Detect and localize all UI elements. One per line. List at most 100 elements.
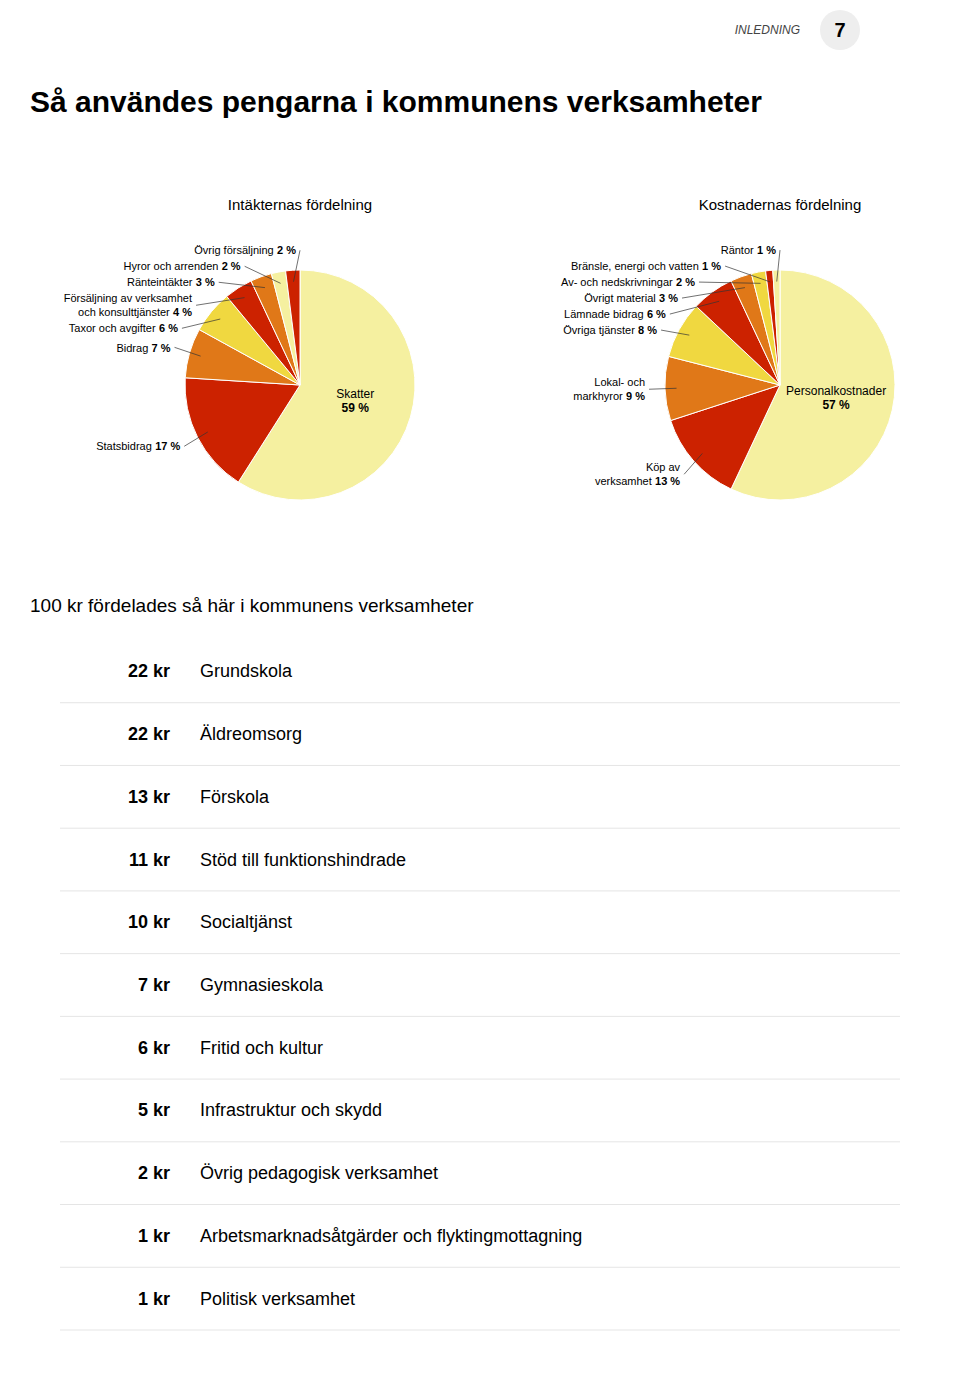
slice-label-category: Räntor — [721, 244, 754, 256]
row-rule — [60, 1141, 900, 1142]
slice-label-category: och konsulttjänster — [78, 306, 170, 318]
amount: 5 kr — [138, 1100, 170, 1120]
slice-label: Av- och nedskrivningar2 % — [561, 276, 695, 288]
table-row: 11 kr Stöd till funktionshindrade — [60, 850, 900, 891]
item-label: Förskola — [200, 787, 270, 807]
slice-label-value: 13 % — [655, 475, 680, 487]
table-row: 6 krFritid och kultur — [60, 1038, 900, 1079]
slice-label-category: verksamhet — [595, 475, 652, 487]
slice-label-category: Övrig försäljning — [194, 244, 273, 256]
item-label: Stöd till funktionshindrade — [200, 850, 406, 870]
slice-label: Räntor1 % — [721, 244, 777, 256]
slice-label-category: Av- och nedskrivningar — [561, 276, 673, 288]
table-title: 100 kr fördelades så här i kommunens ver… — [30, 595, 474, 616]
row-rule — [60, 1267, 900, 1268]
slice — [766, 270, 780, 385]
slice-labels: Skatter59 % Övrig försäljning 2 %Hyror och… — [64, 244, 375, 452]
amount: 13 kr — [128, 787, 170, 807]
slice-label-category: Hyror och arrenden — [124, 260, 219, 272]
slice-label: Övriga tjänster8 % — [563, 324, 657, 336]
item-label: Äldreomsorg — [200, 724, 302, 744]
table-row: 13 kr Förskola — [60, 787, 900, 828]
slice-label: Taxor och avgifter6 % — [69, 322, 178, 334]
slice-label-category: Bidrag — [116, 342, 148, 354]
slice — [271, 271, 300, 385]
item-label: Socialtjänst — [200, 912, 292, 932]
slice-label-value: 2 % — [222, 260, 241, 272]
slices — [665, 270, 895, 500]
leader-line — [219, 282, 265, 287]
slice-label-category: Personalkostnader — [786, 384, 886, 398]
slice-label-category: Taxor och avgifter — [69, 322, 156, 334]
slice-label-value: 1 % — [757, 244, 776, 256]
item-label: Grundskola — [200, 661, 293, 681]
slice-label: Lokal- ochmarkhyror9 % — [573, 376, 645, 402]
table-row: 1 krArbetsmarknadsåtgärder och flyktingm… — [60, 1226, 900, 1267]
amount: 7 kr — [138, 975, 170, 995]
slice-label-value: 57 % — [822, 398, 850, 412]
row-rule — [60, 1016, 900, 1017]
slice-label-category: markhyror — [573, 390, 623, 402]
pie-title: Intäkternas fördelning — [228, 196, 372, 213]
row-rule — [60, 1079, 900, 1080]
slice-label-category: Statsbidrag — [96, 440, 152, 452]
leader-line — [245, 266, 281, 283]
slice-label-value: 6 % — [647, 308, 666, 320]
leader-line — [699, 282, 761, 283]
slice-label: Köp avverksamhet13 % — [595, 461, 681, 487]
amount: 2 kr — [138, 1163, 170, 1183]
slices — [185, 270, 415, 500]
slice — [185, 378, 300, 482]
row-rule — [60, 828, 900, 829]
slice-labels: Personalkostnader57 %Räntor1 %Bränsle, e… — [561, 244, 886, 487]
leader-line — [649, 388, 676, 390]
title: Så användes pengarna i kommunens verksam… — [30, 85, 762, 118]
amount: 11 kr — [129, 850, 170, 870]
slice-label-category: Övriga tjänster — [563, 324, 635, 336]
amount: 1 kr — [138, 1289, 170, 1309]
slice-label-value: 8 % — [638, 324, 657, 336]
item-label: Politisk verksamhet — [200, 1289, 355, 1309]
slice-label: Bidrag 7 % — [116, 342, 170, 354]
header-number: 7 — [834, 19, 845, 41]
table-row: 2 kr Övrig pedagogisk verksamhet — [60, 1163, 900, 1204]
pie-chart: Intäkternas fördelning Skatter59 % Övrig f… — [64, 196, 415, 500]
item-label: Fritid och kultur — [200, 1038, 323, 1058]
slice-label: Lämnade bidrag6 % — [564, 308, 666, 320]
slice-label-category: Övrigt material — [584, 292, 656, 304]
slice-label-category: Lokal- och — [594, 376, 645, 388]
leader-line — [682, 288, 745, 298]
item-label: Gymnasieskola — [200, 975, 324, 995]
slice-label-category: Skatter — [336, 387, 374, 401]
leader-line — [777, 250, 780, 281]
slice — [286, 270, 300, 385]
slice-label: Övrigt material3 % — [584, 292, 678, 304]
table-row: 22 krÄldreomsorg — [60, 724, 900, 765]
item-label: Övrig pedagogisk verksamhet — [200, 1163, 438, 1183]
amount: 10 kr — [128, 912, 170, 932]
slice — [773, 270, 780, 385]
leader-line — [175, 347, 201, 356]
amount: 22 kr — [128, 661, 170, 681]
slice-label: Personalkostnader57 % — [786, 384, 886, 412]
slice-label-category: Ränteintäkter — [127, 276, 193, 288]
slice-label: Hyror och arrenden2 % — [124, 260, 241, 272]
slice-label-value: 6 % — [159, 322, 178, 334]
row-rule — [60, 1204, 900, 1205]
slice-label: Försäljning av verksamhetoch konsulttjän… — [64, 292, 193, 318]
leader-line — [196, 298, 244, 306]
slice-label-value: 2 % — [676, 276, 695, 288]
table-row: 1 kr Politisk verksamhet — [60, 1289, 900, 1330]
slice-label-value: 1 % — [702, 260, 721, 272]
slice-label-value: 17 % — [155, 440, 180, 452]
slice-label-value: 3 % — [659, 292, 678, 304]
slice-label-category: Bränsle, energi och vatten — [571, 260, 699, 272]
slice-label: Skatter59 % — [336, 387, 374, 415]
table-row: 10 kr Socialtjänst — [60, 912, 900, 953]
row-rule — [60, 702, 900, 703]
row-rule — [60, 953, 900, 954]
slice-label-value: 7 % — [152, 342, 171, 354]
item-label: Arbetsmarknadsåtgärder och flyktingmotta… — [200, 1226, 582, 1246]
leader-line — [182, 319, 220, 328]
slice-label: Ränteintäkter3 % — [127, 276, 215, 288]
